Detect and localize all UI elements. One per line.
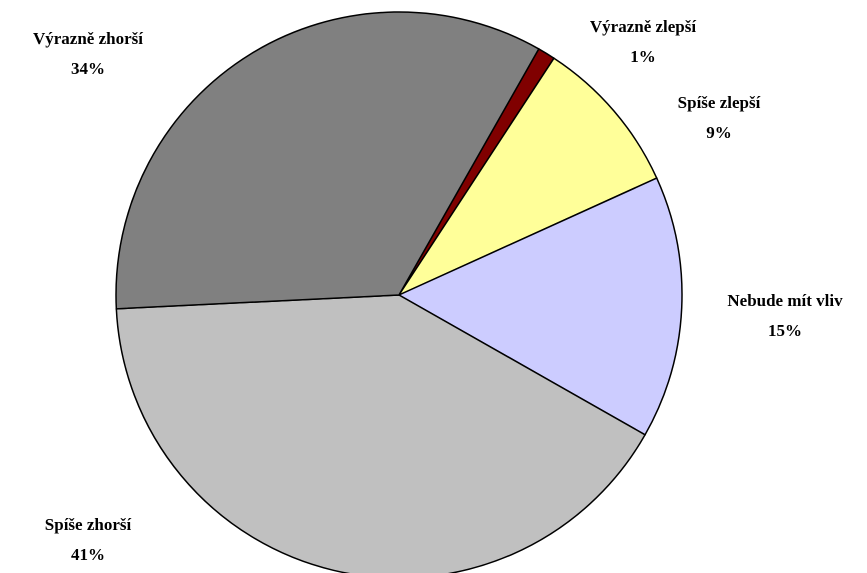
slice-value-label: 1%: [630, 47, 656, 66]
slice-label: Výrazně zhorší: [33, 29, 143, 48]
pie-slice: [115, 11, 540, 310]
slice-label: Výrazně zlepší: [590, 17, 697, 36]
pie-slice: [397, 177, 683, 436]
slice-value-label: 15%: [768, 321, 802, 340]
slice-value-label: 9%: [706, 123, 732, 142]
pie-slice: [115, 294, 647, 573]
slice-label: Spíše zhorší: [45, 515, 132, 534]
slice-label: Spíše zlepší: [678, 93, 761, 112]
slice-label: Nebude mít vliv: [727, 291, 843, 310]
pie-slice: [396, 57, 658, 297]
slice-value-label: 34%: [71, 59, 105, 78]
slice-value-label: 41%: [71, 545, 105, 564]
